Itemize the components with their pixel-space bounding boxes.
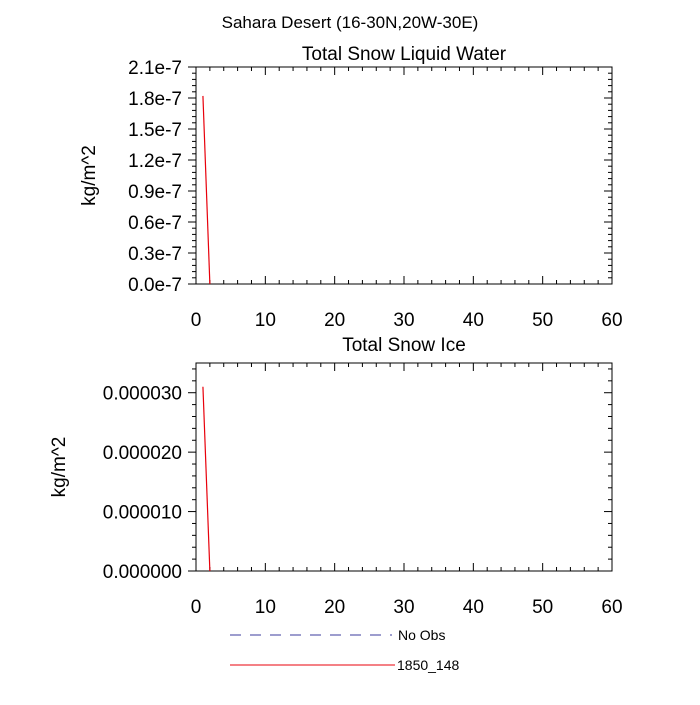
x-tick-label: 30: [393, 310, 414, 331]
y-tick-label: 0.000020: [103, 443, 182, 464]
y-tick-label: 0.6e-7: [128, 213, 182, 234]
x-tick-label: 40: [463, 597, 484, 618]
x-tick-label: 30: [393, 597, 414, 618]
y-tick-label: 0.000030: [103, 384, 182, 405]
y-tick-label: 0.000010: [103, 503, 182, 524]
y-tick-label: 1.2e-7: [128, 151, 182, 172]
x-tick-label: 0: [191, 597, 202, 618]
x-tick-label: 50: [532, 310, 553, 331]
y-tick-label: 0.000000: [103, 562, 182, 583]
chart-panel-snow-liquid-water: Total Snow Liquid Water 0 10 20 30 40 50 60 0.0e…: [79, 44, 623, 331]
y-tick-label: 0.9e-7: [128, 182, 182, 203]
legend-label-no-obs: No Obs: [398, 627, 445, 643]
y-tick-label: 0.3e-7: [128, 244, 182, 265]
x-tick-label: 20: [324, 597, 345, 618]
x-tick-label: 60: [601, 597, 622, 618]
chart-title: Total Snow Ice: [342, 335, 466, 356]
x-tick-label: 40: [463, 310, 484, 331]
plot-frame: [195, 66, 613, 285]
x-tick-label: 60: [601, 310, 622, 331]
x-tick-label: 50: [532, 597, 553, 618]
series-line-1850-148: [202, 95, 211, 285]
legend: No Obs 1850_148: [230, 627, 460, 673]
plot-frame: [195, 362, 613, 572]
chart-panel-snow-ice: Total Snow Ice 0 10 20 30 40 50 60 0.000000 0.000…: [49, 335, 623, 618]
chart-title: Total Snow Liquid Water: [302, 44, 507, 65]
x-tick-label: 10: [255, 597, 276, 618]
y-axis-label: kg/m^2: [79, 145, 100, 206]
y-tick-label: 1.5e-7: [128, 120, 182, 141]
x-tick-label: 0: [191, 310, 202, 331]
legend-label-1850-148: 1850_148: [397, 657, 460, 673]
x-tick-label: 20: [324, 310, 345, 331]
y-tick-label: 1.8e-7: [128, 89, 182, 110]
figure-suptitle: Sahara Desert (16-30N,20W-30E): [222, 13, 479, 32]
x-tick-label: 10: [255, 310, 276, 331]
y-tick-label: 2.1e-7: [128, 58, 182, 79]
y-tick-label: 0.0e-7: [128, 275, 182, 296]
series-line-1850-148: [202, 386, 211, 572]
y-axis-label: kg/m^2: [49, 437, 70, 498]
